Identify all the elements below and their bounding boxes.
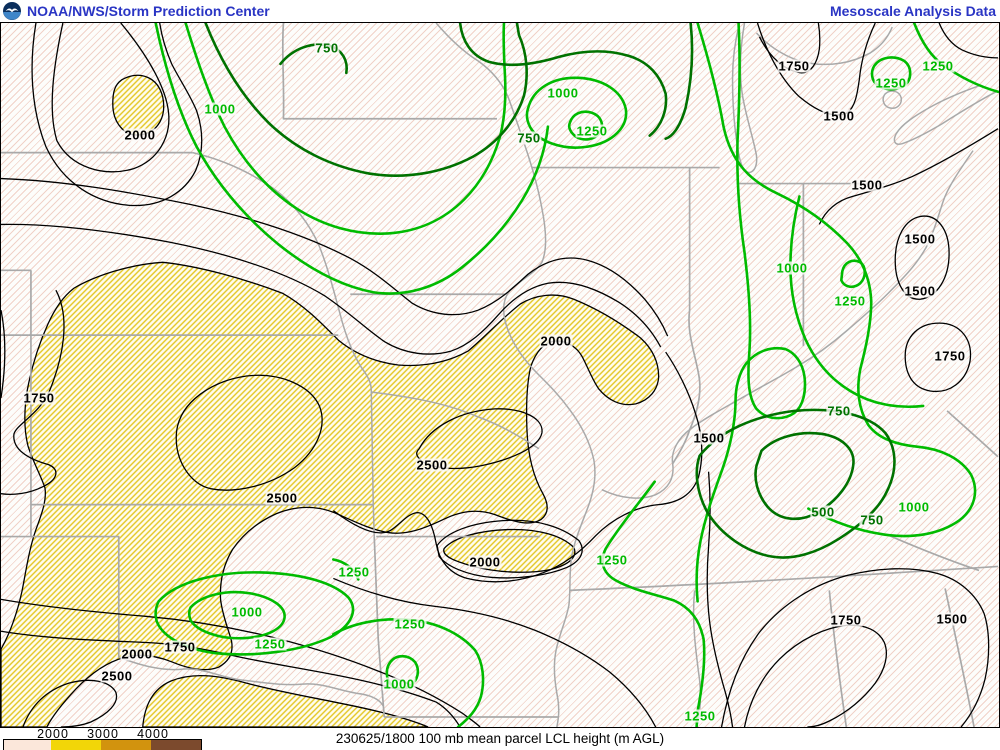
contour-label: 1500 (692, 430, 726, 446)
legend-tick-labels: 2000 3000 4000 (3, 727, 263, 741)
contour-map-graphic (1, 23, 999, 727)
contours-green-bright (154, 23, 999, 727)
contour-label: 1000 (775, 260, 809, 276)
contour-label: 2000 (468, 554, 502, 570)
legend-tick: 4000 (137, 727, 169, 741)
contour-label: 1000 (382, 676, 416, 692)
contour-label: 1750 (933, 348, 967, 364)
contour-label: 1500 (935, 611, 969, 627)
contour-label: 1000 (203, 101, 237, 117)
fill-legend: 2000 3000 4000 (3, 727, 263, 750)
contour-label: 1250 (833, 293, 867, 309)
legend-segment (151, 740, 201, 750)
contour-label: 1750 (777, 58, 811, 74)
contour-label: 1750 (163, 639, 197, 655)
contour-label: 1250 (337, 564, 371, 580)
mesoanalysis-map[interactable]: 750 1000 2000 1000 1250 750 1750 1250 1250 1500 15… (0, 22, 1000, 728)
contour-label: 1500 (822, 108, 856, 124)
contour-label: 750 (826, 403, 852, 419)
legend-tick: 3000 (87, 727, 119, 741)
contour-label: 2500 (265, 490, 299, 506)
noaa-logo (3, 2, 21, 20)
contour-label: 750 (314, 40, 340, 56)
contour-label: 750 (516, 130, 542, 146)
contour-label: 1500 (850, 177, 884, 193)
contour-label: 1750 (829, 612, 863, 628)
contours-black (1, 23, 999, 727)
contour-label: 2500 (100, 668, 134, 684)
legend-tick: 2000 (37, 727, 69, 741)
contour-label: 1750 (22, 390, 56, 406)
contours-green-dark (204, 23, 896, 559)
page-title: Mesoscale Analysis Data (829, 3, 996, 19)
contour-label: 1250 (393, 616, 427, 632)
contour-label: 1000 (897, 499, 931, 515)
contour-label: 1250 (874, 75, 908, 91)
contour-label: 2000 (123, 127, 157, 143)
contour-label: 1500 (903, 283, 937, 299)
footer-bar: 2000 3000 4000 230625/1800 100 mb mean par… (0, 727, 1000, 750)
contour-label: 2000 (120, 646, 154, 662)
legend-segment (51, 740, 101, 750)
legend-segment (4, 740, 51, 750)
contour-label: 1500 (903, 231, 937, 247)
legend-color-bar (3, 739, 202, 750)
header-left: NOAA/NWS/Storm Prediction Center (0, 2, 270, 20)
contour-label: 1000 (230, 604, 264, 620)
contour-label: 2000 (539, 333, 573, 349)
site-title: NOAA/NWS/Storm Prediction Center (27, 3, 270, 19)
legend-segment (101, 740, 151, 750)
contour-label: 1250 (253, 636, 287, 652)
contour-label: 750 (859, 512, 885, 528)
contour-label: 1250 (921, 58, 955, 74)
product-title: 230625/1800 100 mb mean parcel LCL heigh… (335, 731, 665, 746)
fill-regions-gt2000 (1, 74, 660, 727)
contour-label: 500 (810, 504, 836, 520)
contour-label: 2500 (415, 457, 449, 473)
contour-label: 1250 (575, 123, 609, 139)
contour-label: 1250 (595, 552, 629, 568)
header-bar: NOAA/NWS/Storm Prediction Center Mesosca… (0, 0, 1000, 22)
contour-label: 1250 (683, 708, 717, 724)
contour-label: 1000 (546, 85, 580, 101)
